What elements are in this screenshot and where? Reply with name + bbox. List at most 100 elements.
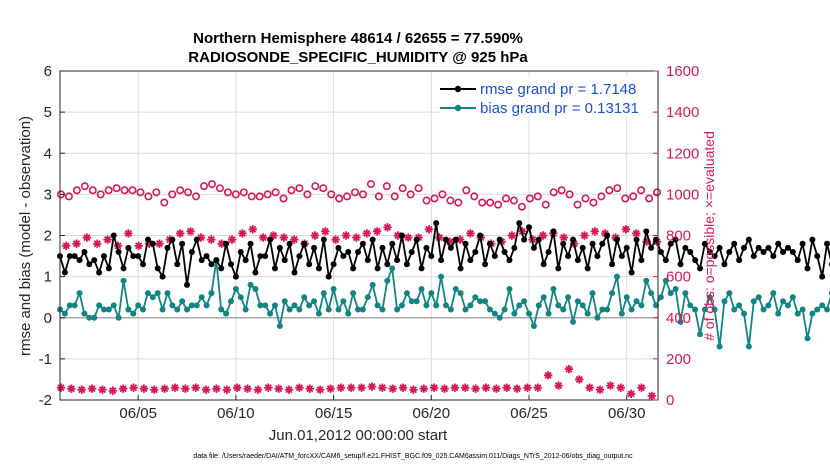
bias-point [340,298,347,305]
evaluated-point [637,383,646,392]
rmse-point [144,236,151,243]
y2-tick-label: 1200 [666,145,699,162]
evaluated-point [647,391,657,401]
evaluated-point [642,237,651,246]
possible-point [88,186,97,195]
bias-point [697,331,704,338]
bias-point [618,310,625,317]
x-tick-label: 06/10 [217,405,255,422]
evaluated-point [186,227,195,236]
rmse-point [809,236,816,243]
possible-point [160,198,169,207]
bias-point [613,273,620,280]
bias-point [633,298,640,305]
evaluated-point [595,385,605,394]
bias-point [491,310,498,317]
y-tick-label: 6 [44,63,52,80]
bias-point [462,306,469,313]
bias-point [130,310,137,317]
possible-point [168,190,177,199]
bias-point [457,290,464,297]
evaluated-point [341,231,351,240]
y2-tick-label: 600 [666,269,691,286]
bias-point [731,306,738,313]
bias-point [271,302,278,309]
bias-point [140,306,147,313]
possible-point [215,184,224,193]
bias-point [232,285,239,292]
evaluated-point [388,384,397,393]
evaluated-point [77,385,86,394]
evaluated-point [67,384,76,393]
bias-point [428,290,435,297]
bias-point [389,265,396,272]
rmse-point [115,248,122,255]
possible-point [351,188,360,197]
rmse-point [511,244,518,251]
bias-point [789,294,796,301]
bias-point [330,285,337,292]
possible-point [637,186,646,195]
possible-point [573,200,582,209]
rmse-point [271,265,278,272]
rmse-point [482,261,489,268]
possible-point [327,190,336,199]
rmse-point [697,265,704,272]
possible-point [255,192,264,201]
rmse-point [91,257,98,264]
rmse-point [355,248,362,255]
rmse-point [706,248,713,255]
evaluated-point [632,229,641,238]
evaluated-point [523,383,532,392]
rmse-point [384,261,391,268]
rmse-point [169,236,176,243]
evaluated-point [347,383,356,392]
y2-tick-label: 1400 [666,104,699,121]
bias-point [247,281,254,288]
y2-axis-label: # of obs: o=possible; ×=evaluated [701,131,717,341]
bias-point [482,298,489,305]
bias-point [745,343,752,350]
evaluated-point [315,385,325,394]
possible-point [120,186,129,195]
rmse-point [237,248,244,255]
evaluated-point [331,235,340,244]
evaluated-point [243,384,252,393]
evaluated-point [533,383,543,392]
bias-line [59,259,830,348]
y-axis-ticks: -2 -1 0 1 2 3 4 5 6 [39,63,65,409]
rmse-point [76,257,83,264]
rmse-point [452,236,459,243]
bias-point [740,310,747,317]
bias-point [726,290,733,297]
evaluated-point [326,384,335,393]
rmse-point [359,240,366,247]
bias-point [110,302,117,309]
rmse-point [96,269,103,276]
possible-point [176,186,185,195]
bias-point [345,310,352,317]
evaluated-point [554,381,563,390]
evaluated-point [419,384,428,393]
rmse-point [594,253,601,260]
rmse-point [179,240,186,247]
evaluated-point [212,384,221,393]
rmse-point [364,257,371,264]
rmse-point [105,265,112,272]
evaluated-point [274,384,283,393]
evaluated-point [393,231,403,240]
bias-point [604,306,611,313]
rmse-point [408,248,415,255]
evaluated-point [492,384,501,393]
rmse-point [682,244,689,251]
rmse-point [218,265,225,272]
rmse-point [613,236,620,243]
rmse-point [599,240,606,247]
rmse-point [281,257,288,264]
rmse-point [71,253,78,260]
evaluated-point [72,239,81,248]
rmse-point [716,244,723,251]
possible-point [597,192,606,201]
rmse-point [276,244,283,251]
bias-point [242,306,249,313]
